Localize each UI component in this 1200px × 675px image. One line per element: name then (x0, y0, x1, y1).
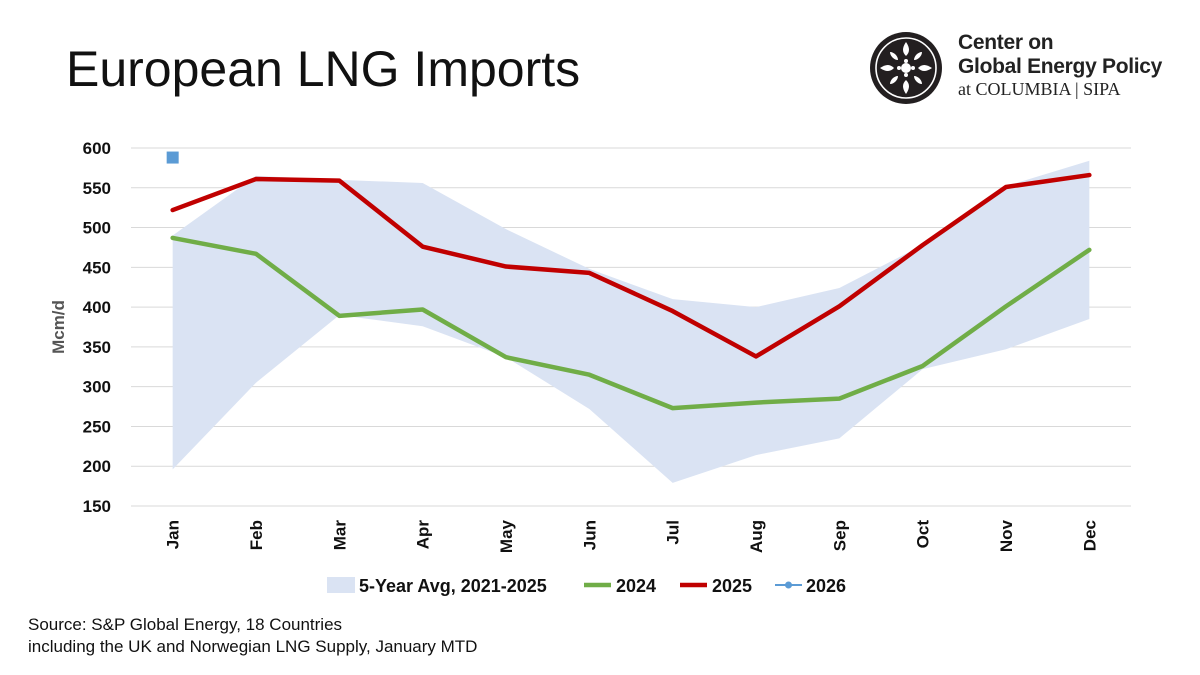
y-tick-550: 550 (83, 179, 111, 198)
cgep-logo: Center on Global Energy Policy at COLUMB… (868, 30, 1168, 110)
legend-label-2026: 2026 (806, 576, 846, 596)
x-tick-aug: Aug (747, 520, 766, 553)
y-tick-350: 350 (83, 338, 111, 357)
y-tick-500: 500 (83, 219, 111, 238)
lng-imports-chart: 150 200 250 300 350 400 450 500 550 600 Jan Feb Mar… (49, 139, 1131, 596)
band-area-5yr (172, 160, 1090, 483)
series-line-2024 (170, 235, 1092, 411)
x-tick-sep: Sep (830, 520, 849, 551)
y-tick-600: 600 (83, 139, 111, 158)
x-tick-apr: Apr (414, 520, 433, 550)
x-tick-dec: Dec (1080, 520, 1099, 551)
y-tick-450: 450 (83, 258, 111, 277)
legend-marker-2026 (785, 581, 792, 589)
y-tick-labels: 150 200 250 300 350 400 450 500 550 600 (83, 139, 111, 516)
logo-line-columbia-sipa: at COLUMBIA | SIPA (958, 79, 1121, 99)
legend-label-2024: 2024 (616, 576, 656, 596)
x-tick-jun: Jun (580, 520, 599, 550)
y-tick-250: 250 (83, 417, 111, 436)
y-tick-400: 400 (83, 298, 111, 317)
x-tick-feb: Feb (247, 520, 266, 550)
columbia-crown-emblem-icon (870, 32, 942, 104)
logo-line-center-on: Center on (958, 31, 1054, 54)
y-axis-label: Mcm/d (49, 300, 68, 354)
x-tick-jul: Jul (664, 520, 683, 545)
logo-line-gep: Global Energy Policy (958, 55, 1163, 78)
legend: 5-Year Avg, 2021-2025 2024 2025 2026 (327, 576, 846, 596)
x-tick-mar: Mar (330, 520, 349, 551)
page-title: European LNG Imports (66, 41, 581, 97)
series-point-2026-jan (166, 151, 179, 164)
series-lines (166, 151, 1092, 411)
x-tick-may: May (497, 519, 516, 553)
legend-label-2025: 2025 (712, 576, 752, 596)
y-tick-200: 200 (83, 457, 111, 476)
y-tick-150: 150 (83, 497, 111, 516)
source-note: Source: S&P Global Energy, 18 Countries … (28, 614, 477, 658)
legend-label-band: 5-Year Avg, 2021-2025 (359, 576, 547, 596)
x-tick-labels: Jan Feb Mar Apr May Jun Jul Aug Sep Oct Nov Dec (164, 519, 1100, 553)
x-tick-jan: Jan (164, 520, 183, 549)
x-tick-oct: Oct (914, 520, 933, 549)
five-year-band (172, 160, 1090, 483)
legend-swatch-band (327, 577, 355, 593)
x-tick-nov: Nov (997, 519, 1016, 552)
y-tick-300: 300 (83, 378, 111, 397)
source-line-1: Source: S&P Global Energy, 18 Countries (28, 615, 343, 634)
series-line-2025 (170, 172, 1092, 359)
source-line-2: including the UK and Norwegian LNG Suppl… (28, 637, 478, 656)
